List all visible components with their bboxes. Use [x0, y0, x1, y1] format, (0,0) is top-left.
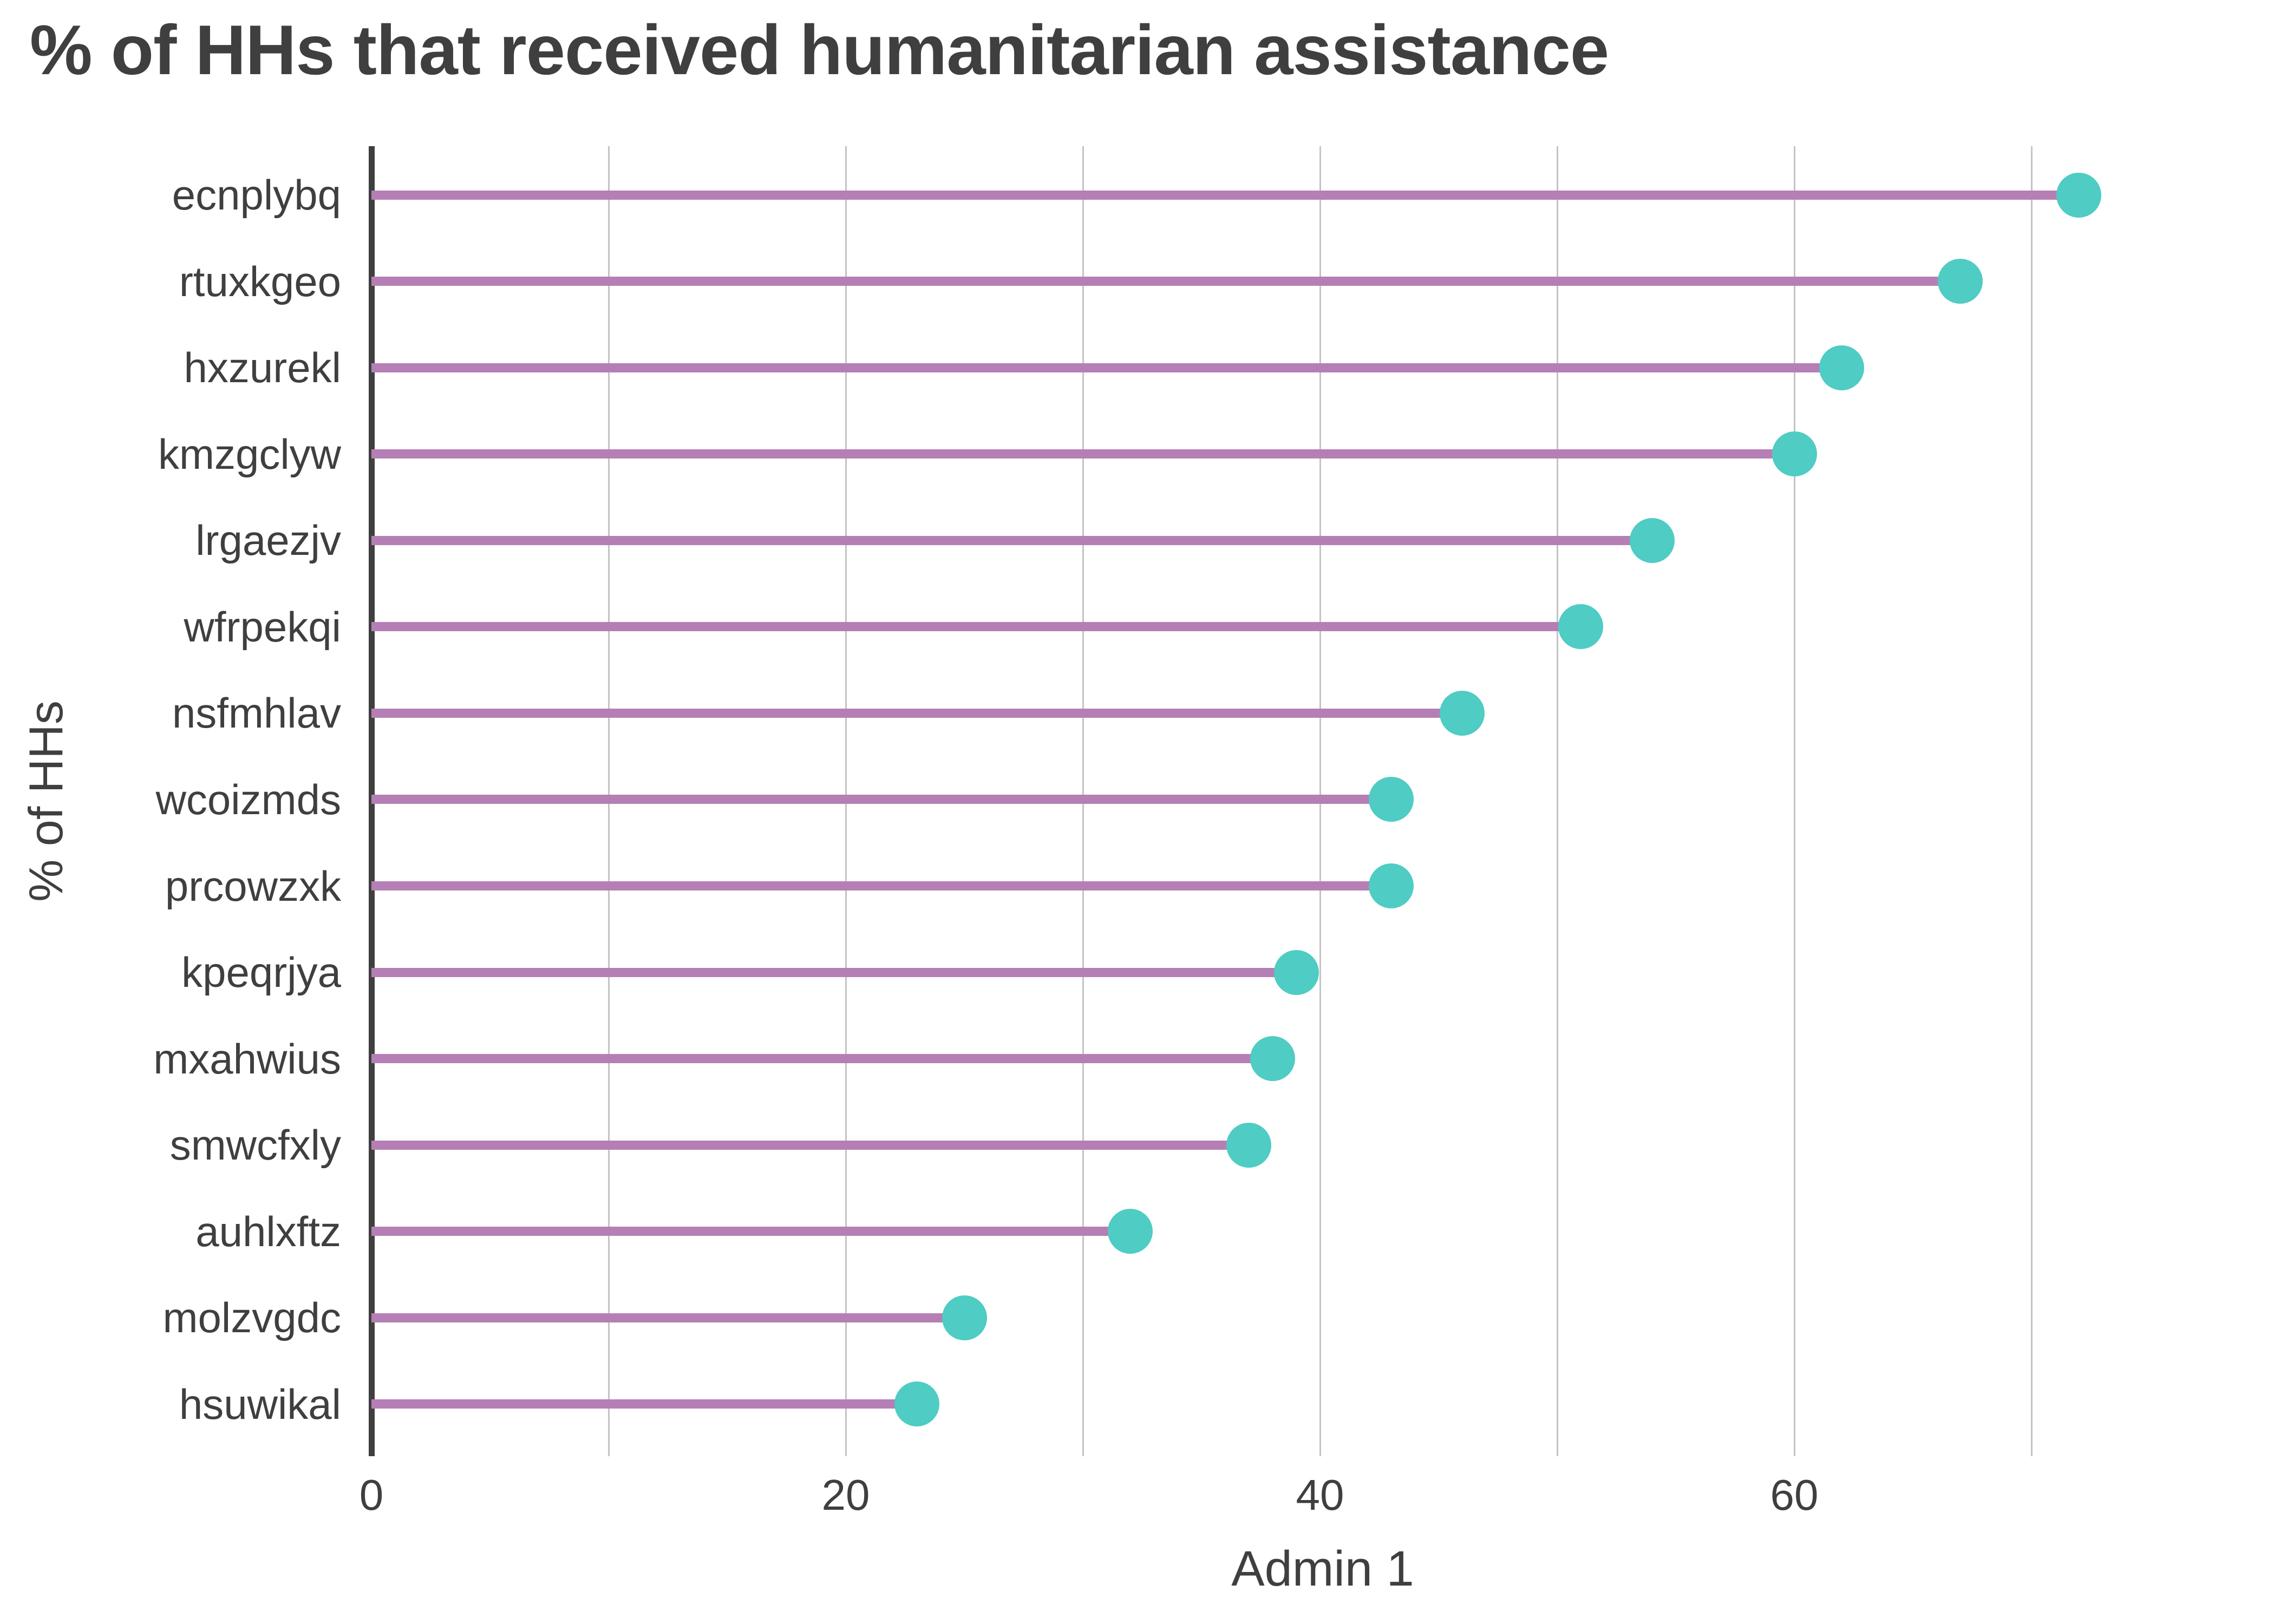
category-label: smwcfxly — [169, 1121, 341, 1169]
lollipop-dot — [1108, 1209, 1153, 1254]
x-tick-label: 0 — [359, 1471, 384, 1519]
category-label: kpeqrjya — [181, 948, 341, 997]
category-label: mxahwius — [153, 1034, 341, 1083]
category-label: auhlxftz — [195, 1207, 341, 1255]
lollipop-dot — [1440, 690, 1485, 736]
lollipop-stem — [371, 449, 1794, 459]
category-label: molzvgdc — [162, 1294, 341, 1342]
category-label: rtuxkgeo — [179, 257, 341, 305]
lollipop-stem — [371, 795, 1391, 804]
lollipop-stem — [371, 277, 1961, 286]
lollipop-stem — [371, 1313, 964, 1322]
lollipop-dot — [1226, 1122, 1272, 1168]
category-label: lrgaezjv — [195, 516, 341, 565]
chart-title: % of HHs that received humanitarian assi… — [30, 10, 1609, 89]
category-label: kmzgclyw — [158, 430, 341, 478]
lollipop-stem — [371, 1399, 917, 1409]
lollipop-stem — [371, 1054, 1273, 1064]
lollipop-dot — [1558, 604, 1604, 650]
gridline — [2030, 146, 2033, 1456]
lollipop-stem — [371, 622, 1581, 632]
lollipop-stem — [371, 363, 1842, 372]
lollipop-dot — [1368, 863, 1414, 909]
category-label: hsuwikal — [179, 1380, 341, 1428]
category-label: wfrpekqi — [184, 603, 341, 651]
y-axis-title: % of HHs — [19, 700, 73, 902]
x-tick-label: 40 — [1296, 1471, 1344, 1519]
x-axis-title: Admin 1 — [1231, 1541, 1414, 1596]
x-tick-label: 60 — [1770, 1471, 1819, 1519]
lollipop-dot — [1273, 949, 1319, 995]
gridline — [1556, 146, 1558, 1456]
lollipop-stem — [371, 535, 1652, 545]
category-label: wcoizmds — [155, 775, 341, 823]
lollipop-dot — [1938, 259, 1983, 304]
lollipop-dot — [894, 1381, 939, 1427]
category-label: prcowzxk — [165, 862, 341, 910]
lollipop-stem — [371, 1227, 1131, 1236]
lollipop-dot — [1368, 777, 1414, 822]
lollipop-dot — [2056, 172, 2102, 218]
lollipop-dot — [1250, 1036, 1295, 1082]
lollipop-stem — [371, 1140, 1249, 1150]
lollipop-dot — [1629, 518, 1675, 563]
x-tick-label: 20 — [821, 1471, 870, 1519]
lollipop-stem — [371, 881, 1391, 891]
lollipop-stem — [371, 190, 2079, 200]
category-label: ecnplybq — [172, 171, 341, 219]
lollipop-dot — [942, 1295, 987, 1340]
lollipop-stem — [371, 708, 1462, 718]
category-label: hxzurekl — [184, 344, 341, 392]
lollipop-dot — [1772, 431, 1817, 477]
lollipop-stem — [371, 967, 1297, 977]
gridline — [1793, 146, 1795, 1456]
lollipop-dot — [1819, 345, 1865, 390]
category-label: nsfmhlav — [172, 689, 341, 737]
